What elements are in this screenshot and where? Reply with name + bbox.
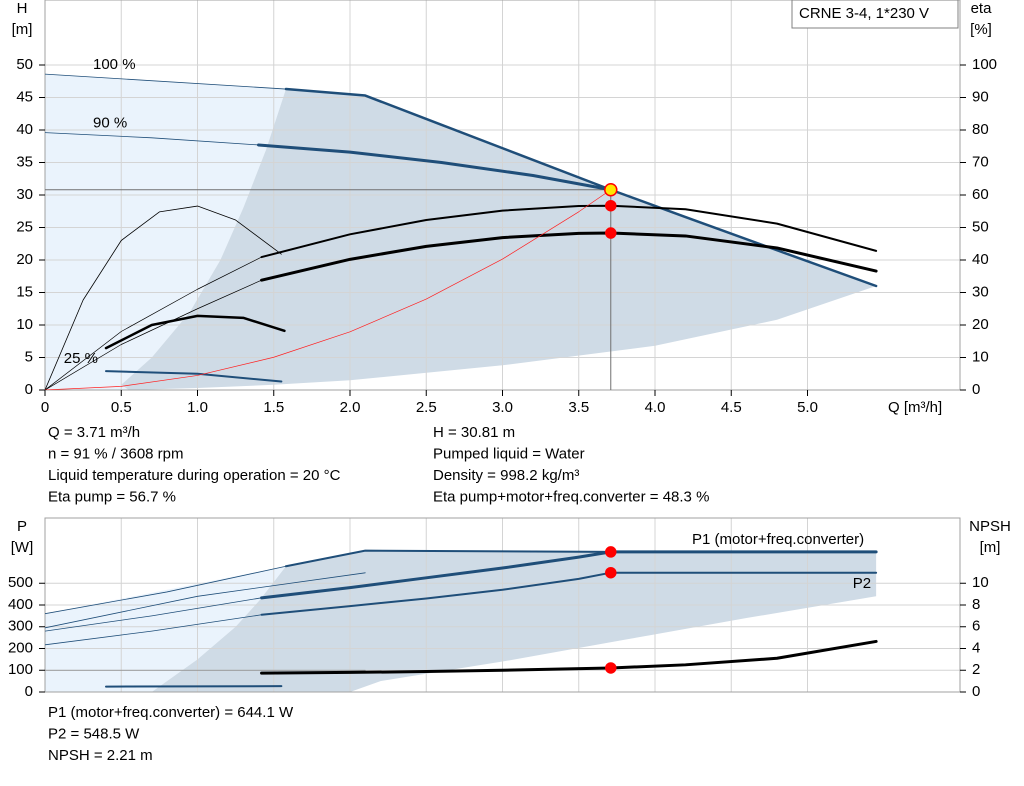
y-tick-label: 20: [16, 251, 33, 268]
readout: Liquid temperature during operation = 20…: [48, 467, 341, 484]
y2-tick-label: 0: [972, 381, 980, 398]
x-tick-label: 4.0: [645, 399, 666, 416]
readout: H = 30.81 m: [433, 424, 515, 441]
operating-point: [606, 201, 616, 211]
readout: NPSH = 2.21 m: [48, 747, 153, 764]
readout: Pumped liquid = Water: [433, 445, 585, 462]
y2-axis-title: eta: [971, 0, 993, 17]
y-tick-label: 400: [8, 596, 33, 613]
operating-point: [606, 228, 616, 238]
y2-axis-unit: [%]: [970, 21, 992, 38]
x-axis-title: Q [m³/h]: [888, 399, 942, 416]
x-tick-label: 0: [41, 399, 49, 416]
y2-tick-label: 30: [972, 283, 989, 300]
x-tick-label: 0.5: [111, 399, 132, 416]
y-tick-label: 0: [25, 683, 33, 700]
y-tick-label: 35: [16, 153, 33, 170]
curve-label: 25 %: [64, 350, 98, 367]
y2-axis-unit: [m]: [980, 539, 1001, 556]
curve-label: P1 (motor+freq.converter): [692, 531, 864, 548]
y2-tick-label: 60: [972, 186, 989, 203]
y2-tick-label: 10: [972, 348, 989, 365]
y2-tick-label: 80: [972, 121, 989, 138]
curve-label: P2: [853, 575, 871, 592]
readout: Q = 3.71 m³/h: [48, 424, 140, 441]
readout: Eta pump+motor+freq.converter = 48.3 %: [433, 488, 709, 505]
x-tick-label: 2.0: [340, 399, 361, 416]
operating-point: [606, 663, 616, 673]
x-tick-label: 1.0: [187, 399, 208, 416]
y2-tick-label: 6: [972, 618, 980, 635]
chart-title: CRNE 3-4, 1*230 V: [799, 5, 929, 22]
y2-tick-label: 8: [972, 596, 980, 613]
readout: P1 (motor+freq.converter) = 644.1 W: [48, 704, 294, 721]
y2-tick-label: 2: [972, 661, 980, 678]
curve-label: 100 %: [93, 56, 136, 73]
operating-point: [606, 568, 616, 578]
y2-tick-label: 4: [972, 639, 980, 656]
readout: Eta pump = 56.7 %: [48, 488, 176, 505]
curve-label: 90 %: [93, 115, 127, 132]
operating-point: [606, 547, 616, 557]
y-tick-label: 500: [8, 574, 33, 591]
y-tick-label: 50: [16, 56, 33, 73]
y2-tick-label: 50: [972, 218, 989, 235]
y-tick-label: 15: [16, 283, 33, 300]
y2-tick-label: 40: [972, 251, 989, 268]
y-tick-label: 40: [16, 121, 33, 138]
y-tick-label: 25: [16, 218, 33, 235]
y-axis-title: P: [17, 518, 27, 535]
y2-tick-label: 100: [972, 56, 997, 73]
readout: P2 = 548.5 W: [48, 725, 140, 742]
x-tick-label: 5.0: [797, 399, 818, 416]
y2-tick-label: 90: [972, 88, 989, 105]
y-tick-label: 0: [25, 381, 33, 398]
y2-tick-label: 10: [972, 574, 989, 591]
x-tick-label: 3.5: [568, 399, 589, 416]
y-tick-label: 300: [8, 618, 33, 635]
y2-tick-label: 0: [972, 683, 980, 700]
readout: Density = 998.2 kg/m³: [433, 467, 579, 484]
y-axis-unit: [m]: [12, 21, 33, 38]
y2-tick-label: 70: [972, 153, 989, 170]
y2-tick-label: 20: [972, 316, 989, 333]
operating-point: [605, 184, 617, 196]
y-tick-label: 30: [16, 186, 33, 203]
readout: n = 91 % / 3608 rpm: [48, 445, 184, 462]
y-axis-title: H: [17, 0, 28, 17]
y-tick-label: 200: [8, 639, 33, 656]
y-tick-label: 10: [16, 316, 33, 333]
y-tick-label: 100: [8, 661, 33, 678]
y-tick-label: 45: [16, 88, 33, 105]
x-tick-label: 3.0: [492, 399, 513, 416]
x-tick-label: 4.5: [721, 399, 742, 416]
y-tick-label: 5: [25, 348, 33, 365]
y2-axis-title: NPSH: [969, 518, 1011, 535]
x-tick-label: 1.5: [263, 399, 284, 416]
y-axis-unit: [W]: [11, 539, 34, 556]
x-tick-label: 2.5: [416, 399, 437, 416]
